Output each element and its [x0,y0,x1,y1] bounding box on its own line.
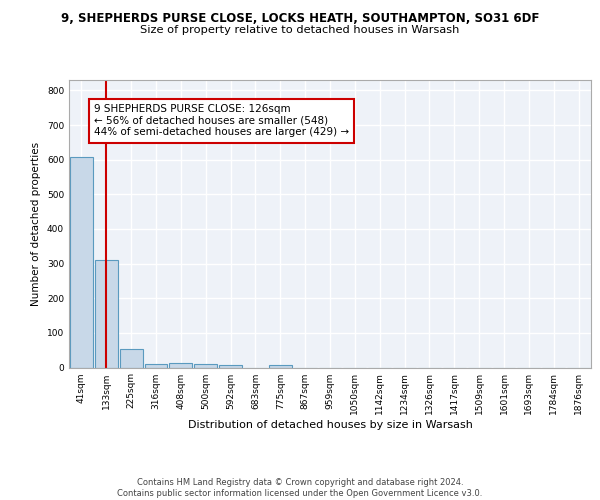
Text: 9 SHEPHERDS PURSE CLOSE: 126sqm
← 56% of detached houses are smaller (548)
44% o: 9 SHEPHERDS PURSE CLOSE: 126sqm ← 56% of… [94,104,349,138]
Bar [169,364,192,368]
Bar [120,350,143,368]
Bar [95,260,118,368]
Bar [194,364,217,368]
Bar [145,364,167,368]
Text: 9, SHEPHERDS PURSE CLOSE, LOCKS HEATH, SOUTHAMPTON, SO31 6DF: 9, SHEPHERDS PURSE CLOSE, LOCKS HEATH, S… [61,12,539,26]
Y-axis label: Number of detached properties: Number of detached properties [31,142,41,306]
Bar [269,364,292,368]
X-axis label: Distribution of detached houses by size in Warsash: Distribution of detached houses by size … [188,420,472,430]
Bar [70,156,93,368]
Text: Contains HM Land Registry data © Crown copyright and database right 2024.
Contai: Contains HM Land Registry data © Crown c… [118,478,482,498]
Bar [219,366,242,368]
Text: Size of property relative to detached houses in Warsash: Size of property relative to detached ho… [140,25,460,35]
